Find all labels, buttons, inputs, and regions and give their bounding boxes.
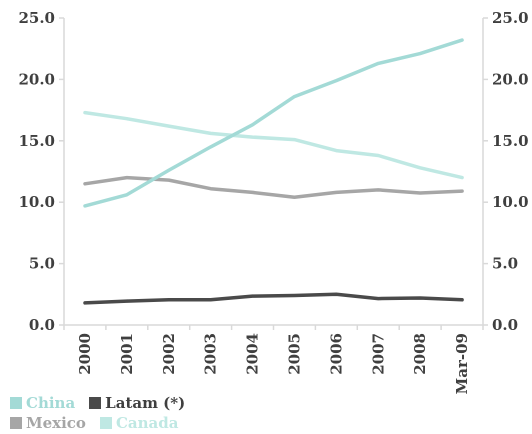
legend-swatch-latam — [89, 397, 102, 409]
y-tick-label-left: 25.0 — [18, 9, 55, 27]
series-line-latam — [83, 292, 464, 305]
legend: China Latam (*) Mexico Canada — [10, 393, 290, 433]
legend-swatch-mexico — [10, 417, 22, 429]
labels-layer: 0.0 0.0 5.0 5.0 10.0 10.0 15.0 15.0 20.0 20.0 25.0… — [18, 9, 528, 394]
y-tick-label-left: 10.0 — [18, 193, 55, 211]
series-layer — [83, 38, 464, 305]
y-tick-label-right: 25.0 — [492, 9, 529, 27]
y-tick-label-right: 15.0 — [492, 132, 529, 150]
x-tick-label: 2006 — [327, 333, 345, 375]
y-tick-label-right: 20.0 — [492, 70, 529, 88]
legend-item-canada: Canada — [99, 413, 179, 433]
legend-label-canada: Canada — [115, 414, 179, 432]
y-tick-label-right: 5.0 — [492, 255, 518, 273]
x-tick-label: 2003 — [202, 333, 220, 375]
x-tick-label: 2005 — [285, 333, 303, 375]
legend-label-china: China — [26, 394, 76, 412]
x-tick-label: 2000 — [76, 333, 94, 375]
y-tick-label-right: 10.0 — [492, 193, 529, 211]
x-tick-label: 2001 — [118, 333, 136, 375]
legend-item-china: China — [10, 393, 75, 413]
legend-label-mexico: Mexico — [26, 414, 86, 432]
legend-row-2: Mexico Canada — [10, 413, 290, 433]
legend-item-latam: Latam (*) — [89, 393, 185, 413]
x-tick-label: Mar-09 — [453, 333, 471, 394]
y-tick-label-left: 0.0 — [29, 316, 55, 334]
legend-swatch-china — [10, 397, 22, 409]
y-tick-label-left: 15.0 — [18, 132, 55, 150]
series-line-china — [83, 38, 464, 208]
legend-label-latam: Latam (*) — [105, 394, 186, 412]
y-tick-label-left: 5.0 — [29, 255, 55, 273]
legend-row-1: China Latam (*) — [10, 393, 290, 413]
legend-item-mexico: Mexico — [10, 413, 86, 433]
axes-layer — [59, 17, 488, 330]
x-tick-label: 2007 — [369, 333, 387, 375]
x-tick-label: 2008 — [411, 333, 429, 375]
y-tick-label-left: 20.0 — [18, 70, 55, 88]
x-tick-label: 2002 — [160, 333, 178, 375]
series-line-mexico — [83, 175, 464, 200]
y-tick-label-right: 0.0 — [492, 316, 518, 334]
x-tick-label: 2004 — [244, 333, 262, 375]
legend-swatch-canada — [99, 417, 112, 429]
series-line-canada — [83, 110, 464, 180]
